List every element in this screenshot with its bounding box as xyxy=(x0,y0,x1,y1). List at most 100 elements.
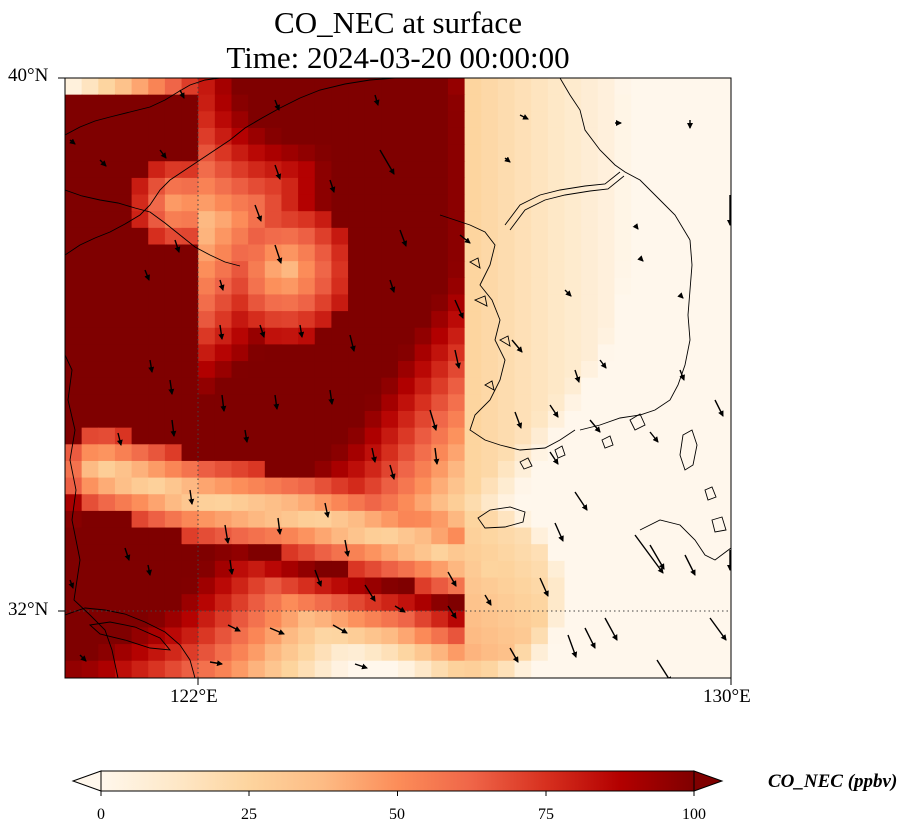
field-cell xyxy=(164,560,183,579)
field-cell xyxy=(514,560,532,579)
field-cell xyxy=(181,427,199,445)
field-cell xyxy=(231,494,249,512)
field-cell xyxy=(348,361,366,379)
field-cell xyxy=(514,544,532,562)
korea-west-coast xyxy=(439,214,576,451)
wind-vector-arrow-icon xyxy=(447,571,457,587)
field-cell xyxy=(647,510,665,529)
field-cell xyxy=(348,627,366,645)
field-cell xyxy=(281,211,299,229)
field-cell xyxy=(647,610,665,629)
field-cell xyxy=(131,144,149,162)
field-cell xyxy=(647,177,665,196)
field-cell xyxy=(514,294,532,312)
field-cell xyxy=(281,78,299,96)
field-cell xyxy=(631,377,649,395)
colorbar-ticks xyxy=(100,791,695,796)
field-cell xyxy=(514,161,532,179)
field-cell xyxy=(298,277,316,296)
field-cell xyxy=(98,261,116,279)
field-cell xyxy=(65,660,83,678)
field-cell xyxy=(464,660,482,678)
field-cell xyxy=(647,627,665,645)
field-cell xyxy=(464,327,482,345)
field-cell xyxy=(581,610,599,629)
field-cell xyxy=(231,477,249,495)
field-cell xyxy=(148,127,166,146)
field-cell xyxy=(248,577,266,595)
field-cell xyxy=(214,344,233,362)
field-cell xyxy=(181,361,199,379)
field-cell xyxy=(314,361,332,379)
field-cell xyxy=(364,610,382,629)
field-cell xyxy=(198,211,216,229)
field-cell xyxy=(447,111,466,129)
field-cell xyxy=(264,177,283,196)
field-cell xyxy=(214,311,233,329)
field-cell xyxy=(281,177,299,196)
field-cell xyxy=(614,78,632,96)
field-cell xyxy=(581,211,599,229)
field-cell xyxy=(497,677,516,678)
wind-vector-arrow-icon xyxy=(228,559,235,575)
field-cell xyxy=(164,277,183,296)
field-cell xyxy=(164,194,183,212)
field-cell xyxy=(98,444,116,462)
field-cell xyxy=(631,261,649,279)
field-cell xyxy=(231,261,249,279)
field-cell xyxy=(164,477,183,495)
field-cell xyxy=(98,111,116,129)
field-cell xyxy=(564,294,582,312)
field-cell xyxy=(65,311,83,329)
field-cell xyxy=(114,510,133,529)
field-cell xyxy=(198,477,216,495)
field-cell xyxy=(364,294,382,312)
field-cell xyxy=(647,477,665,495)
field-cell xyxy=(131,544,149,562)
field-cell xyxy=(364,477,382,495)
field-cell xyxy=(614,494,632,512)
field-cell xyxy=(381,194,399,212)
field-cell xyxy=(497,78,516,96)
field-cell xyxy=(181,644,199,662)
wind-vector-arrow-icon xyxy=(79,654,87,662)
field-cell xyxy=(264,577,283,595)
field-cell xyxy=(497,311,516,329)
field-cell xyxy=(414,111,432,129)
field-cell xyxy=(414,411,432,429)
field-cell xyxy=(398,127,416,146)
field-cell xyxy=(248,161,266,179)
field-cell xyxy=(65,294,83,312)
wind-vector-arrow-icon xyxy=(314,569,323,587)
field-cell xyxy=(281,510,299,529)
field-cell xyxy=(298,594,316,612)
field-cell xyxy=(614,377,632,395)
field-cell xyxy=(348,311,366,329)
field-cell xyxy=(114,144,133,162)
field-cell xyxy=(114,361,133,379)
field-cell xyxy=(697,411,715,429)
field-cell xyxy=(214,444,233,462)
field-cell xyxy=(364,94,382,112)
field-cell xyxy=(181,344,199,362)
field-cell xyxy=(231,361,249,379)
field-cell xyxy=(631,644,649,662)
field-cell xyxy=(681,111,699,129)
field-cell xyxy=(181,78,199,96)
field-cell xyxy=(164,78,183,96)
field-cell xyxy=(131,677,149,678)
field-cell xyxy=(697,377,715,395)
field-cell xyxy=(131,494,149,512)
field-cell xyxy=(714,244,731,262)
field-cell xyxy=(547,377,566,395)
field-cell xyxy=(714,427,731,445)
wind-vector-arrow-icon xyxy=(188,489,195,505)
field-cell xyxy=(414,311,432,329)
field-cell xyxy=(81,544,99,562)
field-cell xyxy=(431,610,449,629)
field-cell xyxy=(681,294,699,312)
field-cell xyxy=(631,161,649,179)
field-cell xyxy=(564,560,582,579)
field-cell xyxy=(131,311,149,329)
field-cell xyxy=(65,494,83,512)
